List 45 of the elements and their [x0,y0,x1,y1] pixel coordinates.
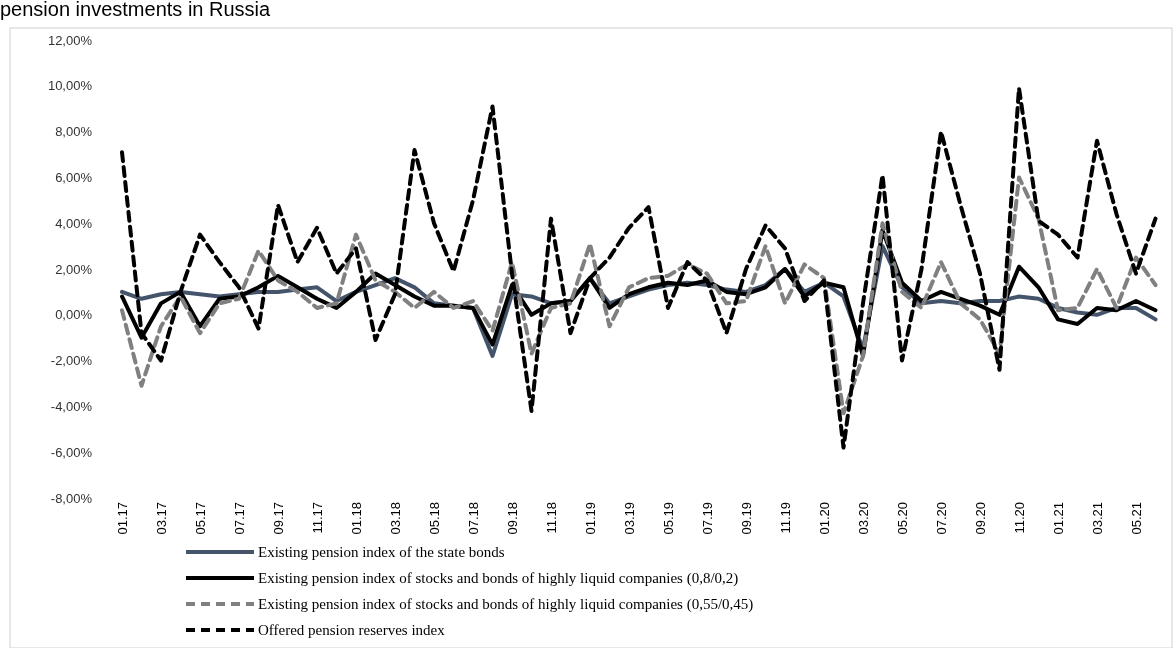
x-tick-label: 01.20 [816,502,832,535]
x-tick-label: 05.18 [426,502,442,535]
y-tick-label: 12,00% [47,32,93,48]
line-series [120,175,1158,416]
x-tick-label: 03.20 [855,502,871,535]
x-tick-label: 03.17 [153,502,169,535]
x-tick-label: 03.21 [1089,502,1105,535]
y-tick-label: -2,00% [50,353,93,369]
chart-title: pension investments in Russia [0,0,272,20]
x-tick-label: 05.17 [192,502,208,535]
x-tick-label: 09.18 [504,502,520,535]
x-tick-label: 09.19 [738,502,754,535]
y-tick-label: -4,00% [50,398,93,414]
x-tick-label: 01.19 [582,502,598,535]
x-tick-label: 03.19 [621,502,637,535]
x-tick-label: 07.17 [231,502,247,535]
x-tick-label: 01.18 [348,502,364,535]
x-tick-label: 07.19 [699,502,715,535]
legend-label: Offered pension reserves index [258,622,446,639]
x-tick-label: 05.19 [660,502,676,535]
x-tick-label: 03.18 [387,502,403,535]
x-tick-label: 11.17 [309,502,325,534]
x-tick-label: 11.19 [777,502,793,534]
x-tick-label: 01.21 [1050,502,1066,535]
x-tick-label: 11.20 [1011,502,1027,534]
legend-label: Existing pension index of stocks and bonds of highly liquid companies (0,55/0,45) [258,596,754,614]
x-tick-label: 09.17 [270,502,286,535]
y-tick-label: 0,00% [55,307,93,323]
y-tick-label: 4,00% [55,215,93,231]
y-tick-label: -8,00% [50,490,93,506]
y-tick-label: 2,00% [55,261,93,277]
x-tick-label: 09.20 [972,502,988,535]
legend-label: Existing pension index of stocks and bonds of highly liquid companies (0,8/0,2) [258,570,739,588]
y-tick-label: 6,00% [55,169,93,185]
x-tick-label: 07.18 [465,502,481,535]
line-series [120,86,1158,450]
y-tick-label: 8,00% [55,124,93,140]
legend-label: Existing pension index of the state bonds [258,544,505,561]
y-tick-label: 10,00% [47,78,93,94]
x-tick-label: 07.20 [933,502,949,535]
x-tick-label: 05.21 [1128,502,1144,535]
x-tick-label: 01.17 [114,502,130,535]
x-tick-label: 11.18 [543,502,559,534]
x-tick-label: 05.20 [894,502,910,535]
y-tick-label: -6,00% [50,444,93,460]
